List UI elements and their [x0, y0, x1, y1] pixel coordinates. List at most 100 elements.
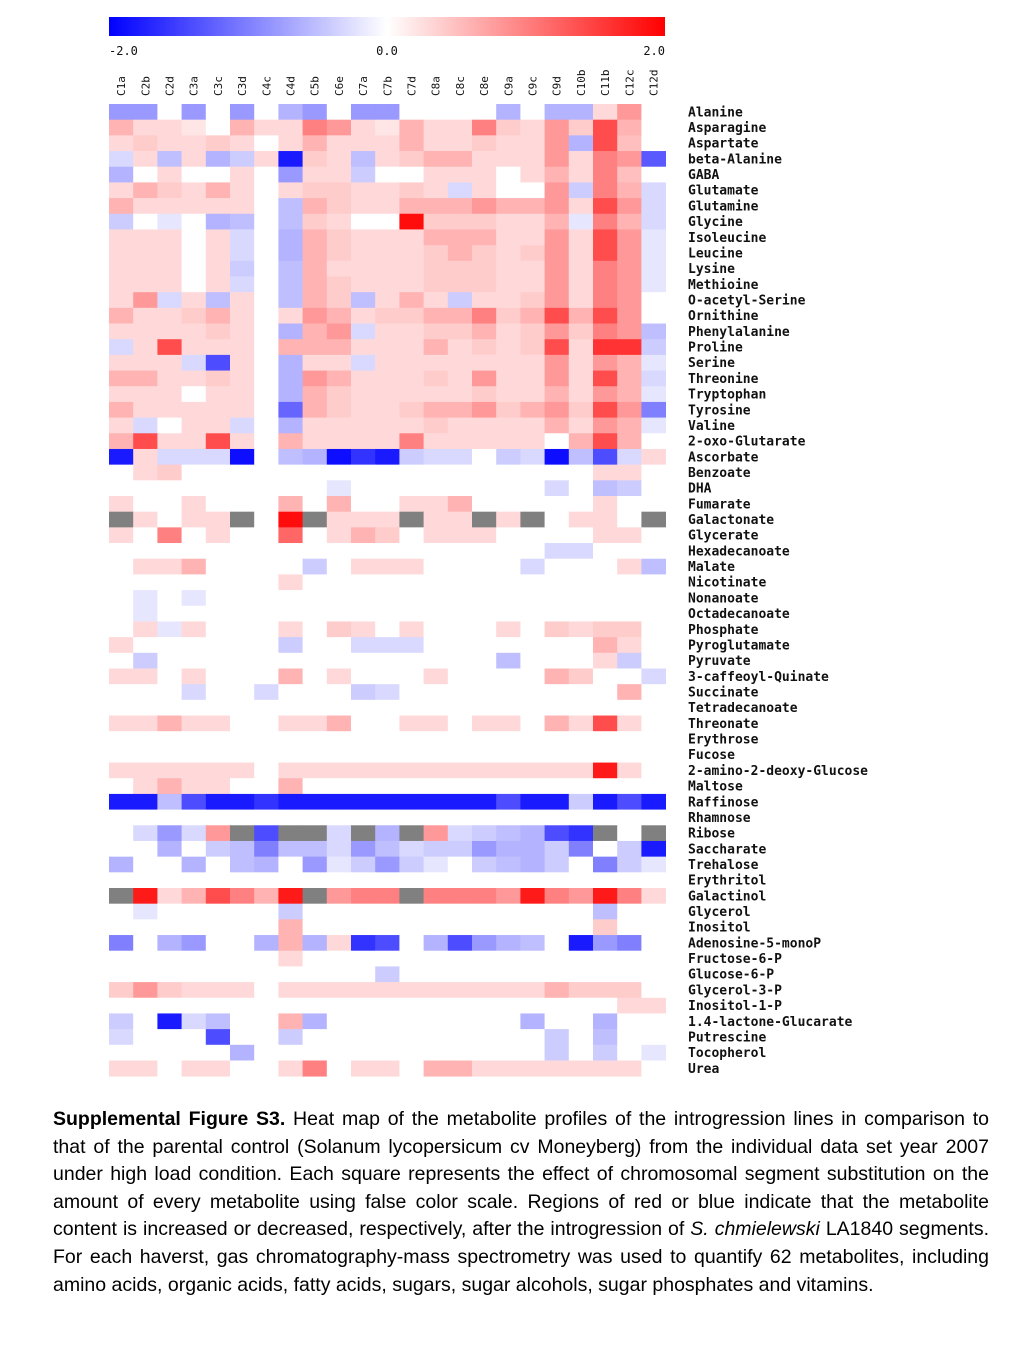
- heatmap-cell: [326, 605, 352, 622]
- heatmap-cell: [109, 527, 134, 544]
- heatmap-cell: [447, 762, 473, 779]
- heatmap-cell: [447, 558, 473, 575]
- heatmap-cell: [568, 1013, 594, 1030]
- heatmap-cell: [593, 966, 618, 983]
- heatmap-cell: [496, 433, 521, 450]
- heatmap-cell: [326, 511, 352, 528]
- heatmap-cell: [544, 935, 570, 952]
- heatmap-cell: [520, 872, 545, 889]
- heatmap-cell: [544, 292, 570, 309]
- heatmap-cell: [351, 856, 376, 873]
- heatmap-cell: [423, 386, 449, 403]
- heatmap-cell: [302, 684, 328, 701]
- heatmap-cell: [593, 903, 618, 920]
- heatmap-cell: [157, 1044, 182, 1061]
- heatmap-cell: [157, 496, 182, 513]
- heatmap-cell: [593, 386, 618, 403]
- heatmap-cell: [472, 762, 497, 779]
- heatmap-cell: [302, 605, 328, 622]
- heatmap-cell: [157, 448, 182, 466]
- heatmap-cell: [375, 292, 400, 309]
- heatmap-cell: [375, 558, 400, 575]
- heatmap-cell: [326, 354, 352, 371]
- heatmap-cell: [278, 119, 303, 136]
- heatmap-cell: [351, 229, 376, 246]
- heatmap-cell: [157, 825, 182, 842]
- heatmap-cell: [617, 464, 642, 481]
- heatmap-cell: [447, 731, 473, 748]
- heatmap-cell: [254, 401, 279, 418]
- heatmap-cell: [375, 229, 400, 246]
- heatmap-cell: [205, 543, 231, 560]
- heatmap-cell: [326, 229, 352, 246]
- heatmap-cell: [423, 292, 449, 309]
- heatmap-cell: [447, 104, 473, 121]
- heatmap-cell: [447, 872, 473, 889]
- heatmap-cell: [568, 417, 594, 434]
- heatmap-cell: [520, 950, 545, 967]
- heatmap-cell: [133, 370, 158, 387]
- heatmap-cell: [447, 966, 473, 983]
- heatmap-cell: [205, 621, 231, 638]
- heatmap-cell: [205, 699, 231, 716]
- heatmap-cell: [472, 229, 497, 246]
- heatmap-cell: [641, 856, 666, 873]
- heatmap-cell: [520, 684, 545, 701]
- heatmap-cell: [133, 966, 158, 983]
- heatmap-cell: [230, 856, 255, 873]
- heatmap-cell: [544, 166, 570, 183]
- heatmap-cell: [157, 119, 182, 136]
- heatmap-cell: [544, 370, 570, 387]
- heatmap-cell: [230, 825, 255, 842]
- heatmap-cell: [423, 433, 449, 450]
- heatmap-cell: [423, 276, 449, 293]
- heatmap-cell: [520, 354, 545, 371]
- heatmap-cell: [230, 590, 255, 607]
- heatmap-cell: [157, 433, 182, 450]
- heatmap-cell: [205, 935, 231, 952]
- heatmap-cell: [133, 668, 158, 685]
- heatmap-cell: [230, 574, 255, 591]
- heatmap-cell: [133, 997, 158, 1014]
- heatmap-cell: [133, 307, 158, 324]
- row-label: Threonate: [688, 717, 759, 732]
- heatmap-cell: [157, 888, 182, 905]
- heatmap-cell: [496, 590, 521, 607]
- heatmap-cell: [496, 151, 521, 168]
- heatmap-cell: [472, 433, 497, 450]
- heatmap-cell: [254, 778, 279, 795]
- heatmap-cell: [593, 339, 618, 356]
- heatmap-cell: [472, 731, 497, 748]
- heatmap-cell: [254, 997, 279, 1014]
- heatmap-cell: [302, 825, 328, 842]
- heatmap-cell: [302, 935, 328, 952]
- heatmap-cell: [205, 919, 231, 936]
- heatmap-cell: [641, 621, 666, 638]
- heatmap-cell: [496, 888, 521, 905]
- heatmap-cell: [254, 543, 279, 560]
- heatmap-cell: [278, 558, 303, 575]
- heatmap-cell: [326, 793, 352, 810]
- heatmap-cell: [254, 621, 279, 638]
- heatmap-cell: [520, 464, 545, 481]
- heatmap-cell: [375, 370, 400, 387]
- heatmap-cell: [423, 966, 449, 983]
- heatmap-cell: [423, 809, 449, 826]
- heatmap-cell: [254, 260, 279, 277]
- heatmap-cell: [641, 198, 666, 215]
- heatmap-cell: [205, 590, 231, 607]
- row-label: Methioine: [688, 278, 759, 293]
- heatmap-cell: [496, 621, 521, 638]
- heatmap-cell: [399, 746, 424, 763]
- heatmap-cell: [157, 245, 182, 262]
- heatmap-cell: [617, 668, 642, 685]
- heatmap-cell: [278, 260, 303, 277]
- heatmap-cell: [133, 872, 158, 889]
- heatmap-cell: [230, 778, 255, 795]
- heatmap-cell: [641, 840, 666, 858]
- heatmap-cell: [641, 354, 666, 371]
- heatmap-cell: [520, 888, 545, 905]
- heatmap-cell: [109, 182, 134, 199]
- heatmap-cell: [447, 809, 473, 826]
- heatmap-cell: [472, 1013, 497, 1030]
